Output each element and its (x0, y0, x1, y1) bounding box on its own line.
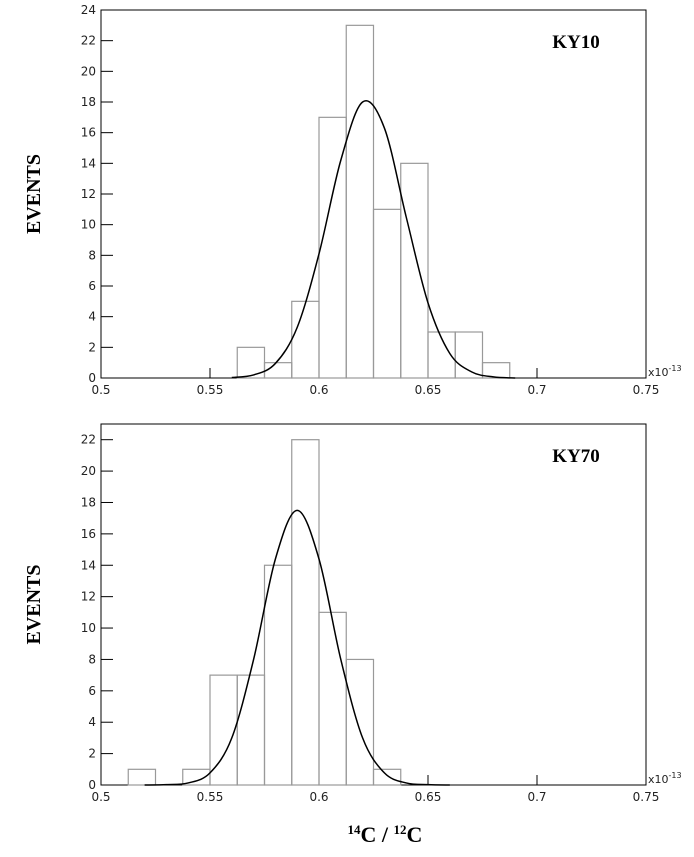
y-tick-label: 10 (81, 621, 96, 635)
x-tick-label: 0.6 (309, 790, 328, 804)
multiplier-exponent: -13 (669, 364, 682, 373)
x-tick-label: 0.5 (91, 790, 110, 804)
x-tick-label: 0.6 (309, 383, 328, 397)
y-tick-label: 4 (88, 715, 96, 729)
y-tick-label: 2 (88, 747, 96, 761)
multiplier-base: x10 (648, 366, 669, 379)
x-label-part: 12 (394, 822, 407, 837)
histogram-bin (454, 331, 484, 379)
annotation: KY10 (552, 32, 600, 53)
x-tick-label: 0.7 (527, 383, 546, 397)
multiplier-exponent: -13 (669, 771, 682, 780)
histogram-bin (263, 564, 293, 786)
y-tick-label: 6 (88, 684, 96, 698)
histogram-bin (372, 208, 402, 379)
y-tick-label: 22 (81, 433, 96, 447)
y-tick-label: 14 (81, 156, 96, 170)
histogram-bin (345, 658, 375, 786)
x-label-part: 14 (348, 822, 362, 837)
histogram-bin (263, 362, 293, 379)
histogram-bin (481, 362, 511, 379)
x-label-part: C (407, 822, 423, 847)
x-tick-label: 0.55 (197, 790, 224, 804)
x-axis-label: 14C / 12C (348, 822, 423, 847)
y-tick-label: 12 (81, 590, 96, 604)
histogram-bin (372, 768, 402, 786)
fit-curve (144, 509, 450, 786)
y-tick-label: 8 (88, 248, 96, 262)
y-tick-label: 22 (81, 34, 96, 48)
y-tick-label: 4 (88, 310, 96, 324)
x-tick-label: 0.75 (633, 790, 660, 804)
y-tick-label: 16 (81, 527, 96, 541)
y-axis-label: EVENTS (23, 154, 45, 234)
y-tick-label: 20 (81, 464, 96, 478)
x-tick-label: 0.5 (91, 383, 110, 397)
y-tick-label: 16 (81, 126, 96, 140)
y-tick-label: 18 (81, 495, 96, 509)
x-multiplier: x10-13 (648, 364, 682, 379)
y-axis-label: EVENTS (23, 564, 45, 644)
y-tick-label: 10 (81, 218, 96, 232)
y-tick-label: 14 (81, 558, 96, 572)
x-tick-label: 0.75 (633, 383, 660, 397)
y-tick-label: 20 (81, 64, 96, 78)
x-label-part: C / (361, 822, 394, 847)
x-tick-label: 0.65 (415, 383, 442, 397)
histogram-bin (236, 674, 266, 786)
y-tick-label: 12 (81, 187, 96, 201)
histogram-bin (318, 611, 347, 786)
multiplier-base: x10 (648, 773, 669, 786)
y-tick-label: 0 (88, 371, 96, 385)
histogram-bin (345, 24, 375, 379)
y-tick-label: 0 (88, 778, 96, 792)
histogram-bin (291, 439, 320, 786)
annotation: KY70 (552, 446, 600, 467)
histogram-bin (127, 768, 157, 786)
x-tick-label: 0.55 (197, 383, 224, 397)
x-tick-label: 0.7 (527, 790, 546, 804)
y-tick-label: 6 (88, 279, 96, 293)
x-multiplier: x10-13 (648, 771, 682, 786)
histogram-bin (400, 162, 429, 379)
x-tick-label: 0.65 (415, 790, 442, 804)
fit-curve (231, 100, 516, 379)
histogram-bin (291, 300, 320, 379)
y-tick-label: 8 (88, 652, 96, 666)
y-tick-label: 24 (81, 3, 96, 17)
y-tick-label: 18 (81, 95, 96, 109)
y-tick-label: 2 (88, 340, 96, 354)
